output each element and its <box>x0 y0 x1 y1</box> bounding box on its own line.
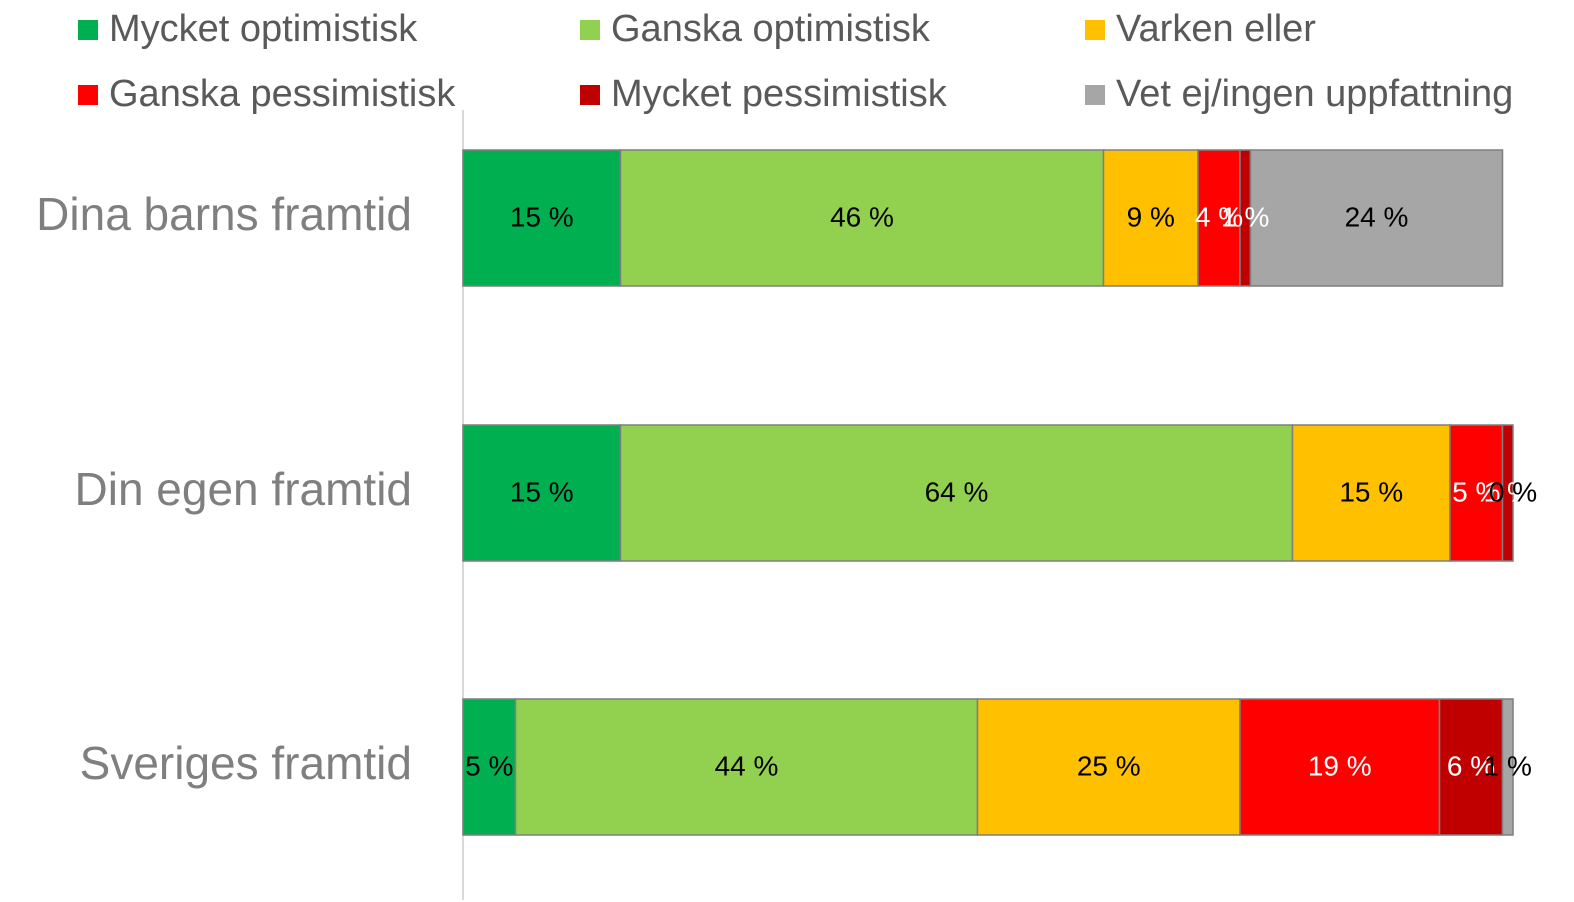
value-label: 15 % <box>510 201 574 232</box>
bar-segment <box>1239 698 1441 836</box>
value-label: 19 % <box>1308 750 1372 781</box>
value-label: 1 % <box>1484 476 1532 507</box>
bar-segment <box>976 698 1241 836</box>
value-label: 9 % <box>1127 201 1175 232</box>
legend-label: Ganska pessimistisk <box>109 73 456 115</box>
value-label: 44 % <box>715 750 779 781</box>
bar-segment <box>462 698 517 836</box>
category-label: Dina barns framtid <box>36 188 412 240</box>
category-label: Sveriges framtid <box>80 737 412 789</box>
bar-segment <box>1291 424 1451 562</box>
bar-segment <box>462 149 622 287</box>
value-label: 25 % <box>1077 750 1141 781</box>
bar-segment <box>1501 424 1514 562</box>
legend-swatch <box>580 85 600 105</box>
legend-label: Mycket pessimistisk <box>611 73 948 115</box>
value-label: 46 % <box>830 201 894 232</box>
bar-segment <box>462 424 622 562</box>
legend-swatch <box>1085 20 1105 40</box>
legend-label: Vet ej/ingen uppfattning <box>1116 73 1513 115</box>
value-label: 24 % <box>1345 201 1409 232</box>
value-label: 64 % <box>925 476 989 507</box>
value-label: 15 % <box>1339 476 1403 507</box>
value-label: 15 % <box>510 476 574 507</box>
legend-label: Ganska optimistisk <box>611 8 931 50</box>
legend-swatch <box>78 20 98 40</box>
value-label: 1 % <box>1484 750 1532 781</box>
bar-segment <box>619 149 1105 287</box>
bar-segment <box>1501 698 1514 836</box>
value-label: 6 % <box>1447 750 1495 781</box>
value-label: 1 % <box>1221 201 1269 232</box>
bar-segment <box>1449 424 1504 562</box>
legend-label: Varken eller <box>1116 8 1316 50</box>
value-label: 4 % <box>1195 201 1243 232</box>
legend-label: Mycket optimistisk <box>109 8 418 50</box>
bar-segment <box>1249 149 1504 287</box>
value-label: 5 % <box>465 750 513 781</box>
legend-swatch <box>1085 85 1105 105</box>
category-label: Din egen framtid <box>75 463 413 515</box>
legend-swatch <box>580 20 600 40</box>
bar-segment <box>619 424 1294 562</box>
bar-segment <box>1438 698 1504 836</box>
value-label: 5 % <box>1452 476 1500 507</box>
bar-segment <box>1102 149 1199 287</box>
value-label: 0 % <box>1489 476 1537 507</box>
legend-swatch <box>78 85 98 105</box>
